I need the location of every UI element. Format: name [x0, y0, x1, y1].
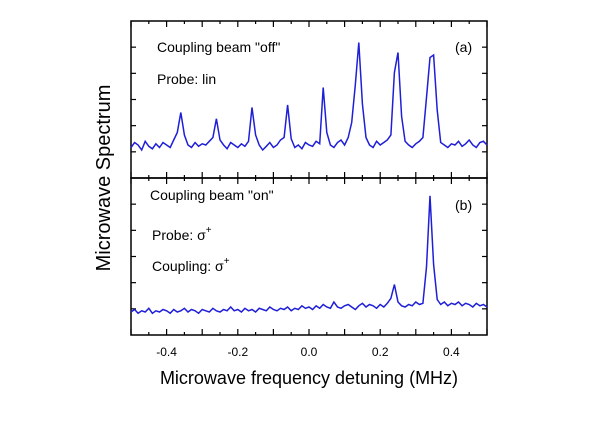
x-tick-label: 0.2	[372, 345, 389, 359]
panel-b-annotation-coupling-pol: Coupling: σ+	[152, 256, 230, 274]
panel-a-label: (a)	[455, 39, 472, 55]
panel-b-annotation-coupling: Coupling beam "on"	[150, 187, 274, 203]
coupling-pol-superscript: +	[224, 256, 230, 267]
probe-text: Probe: σ	[152, 227, 206, 243]
panel-b-ticks	[130, 178, 488, 335]
x-tick-label: 0.4	[443, 345, 460, 359]
x-tick-label: -0.2	[227, 345, 248, 359]
coupling-pol-text: Coupling: σ	[152, 258, 224, 274]
probe-superscript: +	[206, 225, 212, 236]
x-tick-labels: -0.4 -0.2 0.0 0.2 0.4	[156, 345, 460, 359]
panel-b-annotation-probe: Probe: σ+	[152, 225, 212, 243]
x-tick-label: 0.0	[301, 345, 318, 359]
x-axis-label: Microwave frequency detuning (MHz)	[160, 368, 458, 388]
panel-a-annotation-coupling: Coupling beam "off"	[157, 39, 280, 55]
x-tick-label: -0.4	[156, 345, 177, 359]
panel-a-ticks	[130, 21, 488, 178]
series-line-panel-b	[130, 195, 488, 315]
y-axis-label: Microwave Spectrum	[93, 85, 115, 272]
series-line-panel-a	[130, 42, 488, 152]
panel-a-annotation-probe: Probe: lin	[157, 71, 216, 87]
panel-b-label: (b)	[455, 197, 472, 213]
